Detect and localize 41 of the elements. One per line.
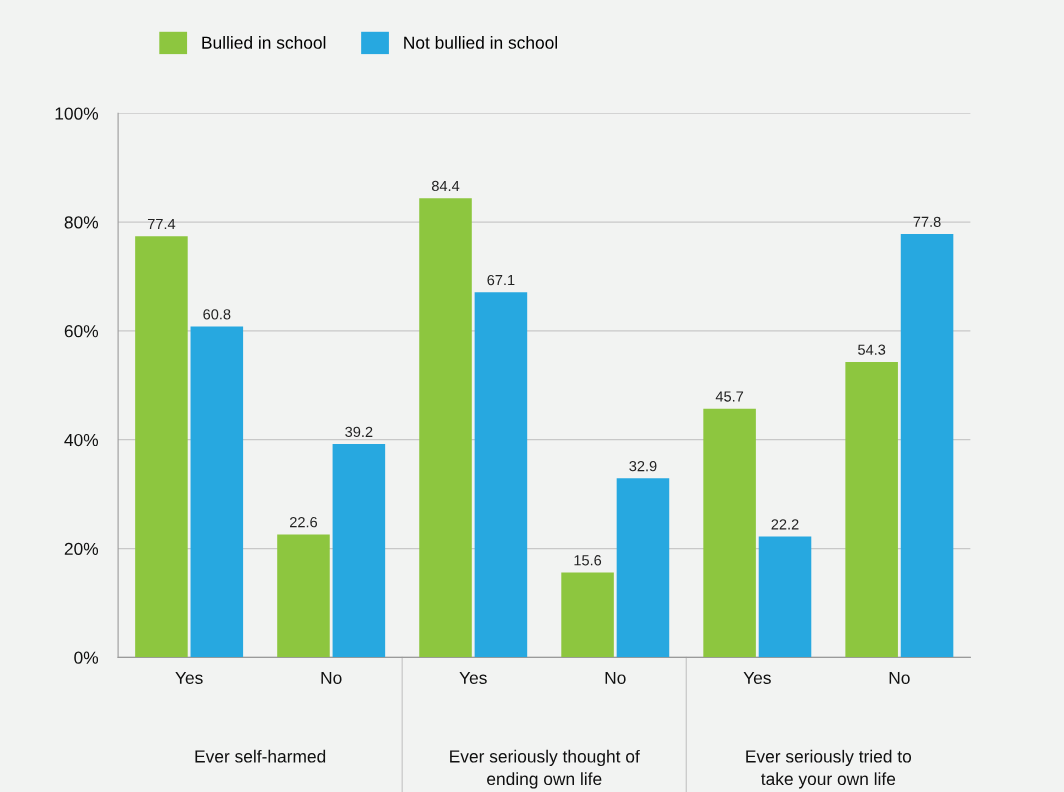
x-tick-label: No: [889, 671, 910, 684]
bar: [845, 361, 898, 658]
bar: [616, 478, 670, 658]
y-tick-label: 100%: [55, 107, 99, 120]
y-tick-label: 20%: [64, 542, 99, 555]
data-label: 77.4: [147, 219, 176, 230]
data-label: 15.6: [574, 555, 602, 566]
y-tick-label: 80%: [64, 216, 99, 229]
bar: [561, 572, 614, 658]
text: Ever seriously thought of ending own life: [450, 749, 640, 789]
y-tick-label: 60%: [64, 325, 99, 338]
data-label: 22.2: [771, 519, 799, 530]
x-tick-label: No: [605, 671, 626, 684]
y-tick-label: 0%: [74, 651, 99, 664]
data-label: 77.8: [913, 216, 941, 227]
data-label: 84.4: [431, 180, 460, 192]
data-label: 54.3: [858, 344, 886, 355]
bar: [419, 198, 472, 658]
legend-label: Not bullied in school: [404, 36, 558, 49]
text: Ever seriously tried to take your own life: [746, 749, 912, 789]
data-label: 22.6: [290, 517, 318, 528]
x-tick-label: Yes: [459, 671, 487, 684]
data-label: 32.9: [629, 460, 657, 472]
x-tick-label: Yes: [743, 671, 771, 684]
bar: [332, 444, 386, 658]
bar: [277, 534, 330, 658]
bar: [703, 408, 756, 658]
text: Ever self-harmed: [195, 749, 326, 763]
legend-label: Bullied in school: [202, 36, 326, 49]
bar: [758, 536, 812, 658]
bar: [900, 234, 954, 658]
y-tick-label: 40%: [64, 433, 99, 447]
data-label: 60.8: [203, 309, 231, 320]
bar: [190, 326, 244, 658]
data-label: 45.7: [715, 391, 744, 402]
x-tick-label: Yes: [175, 671, 203, 684]
x-tick-label: No: [321, 671, 342, 684]
bar: [135, 236, 188, 658]
bar: [474, 292, 528, 658]
data-label: 67.1: [487, 274, 515, 286]
data-label: 39.2: [345, 426, 373, 438]
